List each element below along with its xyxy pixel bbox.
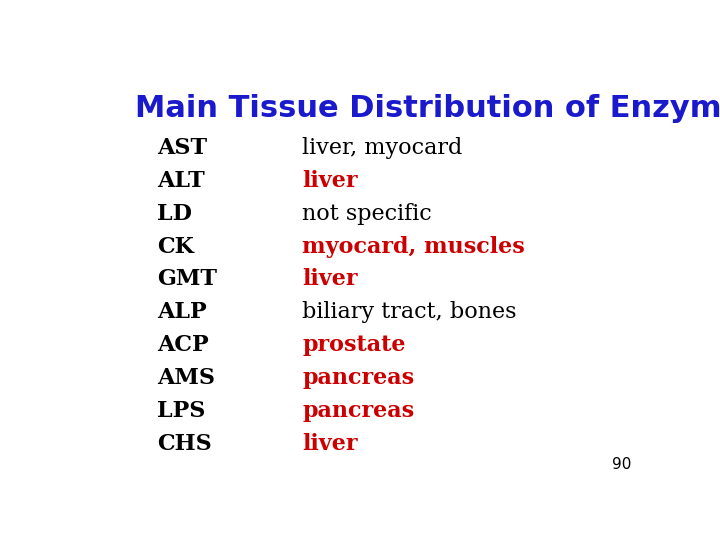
Text: myocard, muscles: myocard, muscles [302, 235, 525, 258]
Text: prostate: prostate [302, 334, 405, 356]
Text: biliary tract, bones: biliary tract, bones [302, 301, 516, 323]
Text: pancreas: pancreas [302, 367, 414, 389]
Text: LD: LD [157, 202, 192, 225]
Text: ACP: ACP [157, 334, 209, 356]
Text: AMS: AMS [157, 367, 215, 389]
Text: liver: liver [302, 268, 358, 291]
Text: CHS: CHS [157, 433, 212, 455]
Text: LPS: LPS [157, 400, 205, 422]
Text: liver: liver [302, 433, 358, 455]
Text: ALP: ALP [157, 301, 207, 323]
Text: liver: liver [302, 170, 358, 192]
Text: CK: CK [157, 235, 194, 258]
Text: liver, myocard: liver, myocard [302, 137, 462, 159]
Text: Main Tissue Distribution of Enzymes: Main Tissue Distribution of Enzymes [135, 94, 720, 123]
Text: ALT: ALT [157, 170, 204, 192]
Text: not specific: not specific [302, 202, 432, 225]
Text: GMT: GMT [157, 268, 217, 291]
Text: 90: 90 [612, 457, 631, 472]
Text: AST: AST [157, 137, 207, 159]
Text: pancreas: pancreas [302, 400, 414, 422]
